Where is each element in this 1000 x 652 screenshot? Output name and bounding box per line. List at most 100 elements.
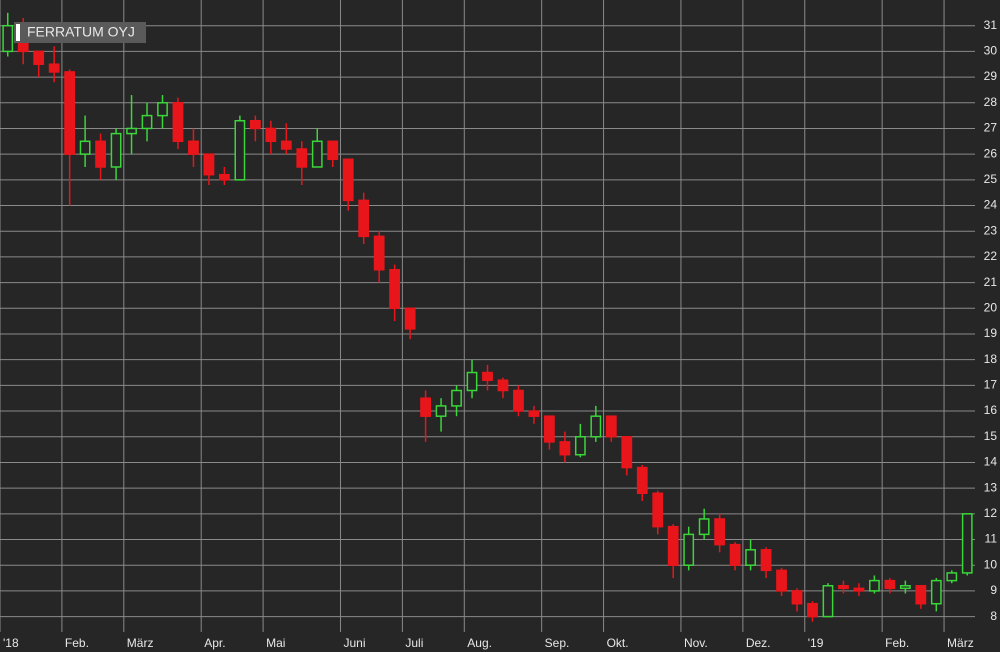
candle-body	[667, 525, 679, 566]
x-tick-label: Aug.	[467, 636, 492, 650]
y-tick-label: 21	[984, 275, 998, 289]
candle-body	[327, 140, 339, 161]
candle-body	[559, 441, 571, 456]
x-tick-label: Juli	[405, 636, 423, 650]
x-tick-label: Juni	[343, 636, 365, 650]
candle-body	[219, 173, 230, 181]
candle-body	[265, 127, 277, 143]
y-tick-label: 22	[984, 249, 998, 263]
candle-body	[79, 140, 91, 155]
y-tick-label: 25	[984, 172, 998, 186]
candle-body	[915, 585, 927, 605]
candle-body	[838, 585, 849, 590]
candle-body	[172, 102, 184, 143]
candle-body	[961, 513, 973, 574]
title-box	[14, 22, 146, 43]
candle-body	[729, 543, 741, 566]
candle-body	[373, 235, 385, 271]
y-tick-label: 15	[984, 429, 998, 443]
candle-body	[342, 158, 354, 202]
y-tick-label: 9	[990, 583, 997, 597]
y-tick-label: 24	[984, 198, 998, 212]
candle-body	[497, 379, 509, 392]
candle-body	[249, 119, 261, 130]
candle-body	[33, 50, 45, 65]
x-tick-label: Feb.	[65, 636, 89, 650]
candle-body	[48, 63, 60, 73]
x-tick-label: März	[947, 636, 974, 650]
y-tick-label: 14	[984, 455, 998, 469]
x-tick-label: '19	[808, 636, 824, 650]
candle-body	[64, 71, 76, 155]
candle-body	[791, 590, 803, 605]
y-tick-label: 8	[990, 609, 997, 623]
y-tick-label: 23	[984, 223, 998, 237]
candle-body	[714, 518, 726, 546]
y-tick-label: 18	[984, 352, 998, 366]
candle-body	[358, 199, 370, 238]
candle-body	[110, 132, 122, 168]
candle-body	[513, 389, 524, 412]
x-tick-label: März	[127, 636, 154, 650]
x-tick-label: Mai	[266, 636, 285, 650]
y-tick-label: 16	[984, 403, 998, 417]
candle-body	[760, 549, 772, 572]
candle-body	[869, 579, 880, 592]
candle-body	[605, 415, 617, 438]
candle-body	[683, 533, 695, 566]
chart-title: FERRATUM OYJ	[27, 24, 135, 40]
candle-body	[203, 153, 215, 176]
candle-body	[652, 492, 664, 528]
candle-body	[435, 405, 447, 417]
candle-body	[141, 114, 153, 130]
candle-body	[590, 415, 602, 438]
y-tick-label: 27	[984, 121, 998, 135]
candle-body	[636, 466, 648, 495]
y-tick-label: 26	[984, 146, 998, 160]
candle-body	[296, 148, 308, 168]
candle-body	[776, 569, 787, 592]
candle-body	[389, 269, 401, 310]
y-tick-label: 30	[984, 44, 998, 58]
y-tick-label: 28	[984, 95, 998, 109]
y-tick-label: 11	[985, 532, 998, 546]
candle-body	[95, 140, 106, 168]
candle-body	[2, 24, 14, 53]
y-tick-label: 10	[984, 557, 998, 571]
candle-body	[188, 140, 199, 155]
candle-body	[528, 410, 540, 417]
candle-body	[280, 140, 292, 150]
candle-body	[899, 585, 911, 590]
candle-body	[126, 127, 137, 135]
y-tick-label: 29	[984, 69, 998, 83]
candle-body	[404, 307, 416, 330]
candle-body	[884, 579, 896, 590]
title-marker	[16, 24, 20, 41]
y-tick-label: 20	[984, 300, 998, 314]
x-tick-label: Apr.	[204, 636, 225, 650]
candle-body	[930, 579, 942, 605]
y-tick-label: 31	[984, 18, 998, 32]
x-tick-label: Sep.	[545, 636, 570, 650]
candle-body	[420, 397, 431, 417]
x-tick-label: Nov.	[684, 636, 708, 650]
x-tick-label: '18	[3, 636, 19, 650]
candle-body	[451, 389, 462, 407]
x-tick-label: Okt.	[607, 636, 629, 650]
candle-body	[621, 435, 633, 469]
y-tick-label: 17	[984, 378, 998, 392]
candle-body	[311, 140, 323, 168]
x-tick-label: Feb.	[885, 636, 909, 650]
y-tick-label: 19	[984, 326, 998, 340]
candle-body	[698, 518, 710, 536]
x-tick-label: Dez.	[746, 636, 771, 650]
candle-body	[807, 602, 818, 618]
candle-body	[482, 371, 493, 381]
candle-body	[234, 119, 246, 181]
candle-body	[574, 435, 586, 456]
candle-body	[745, 549, 756, 566]
y-tick-label: 13	[984, 480, 998, 494]
